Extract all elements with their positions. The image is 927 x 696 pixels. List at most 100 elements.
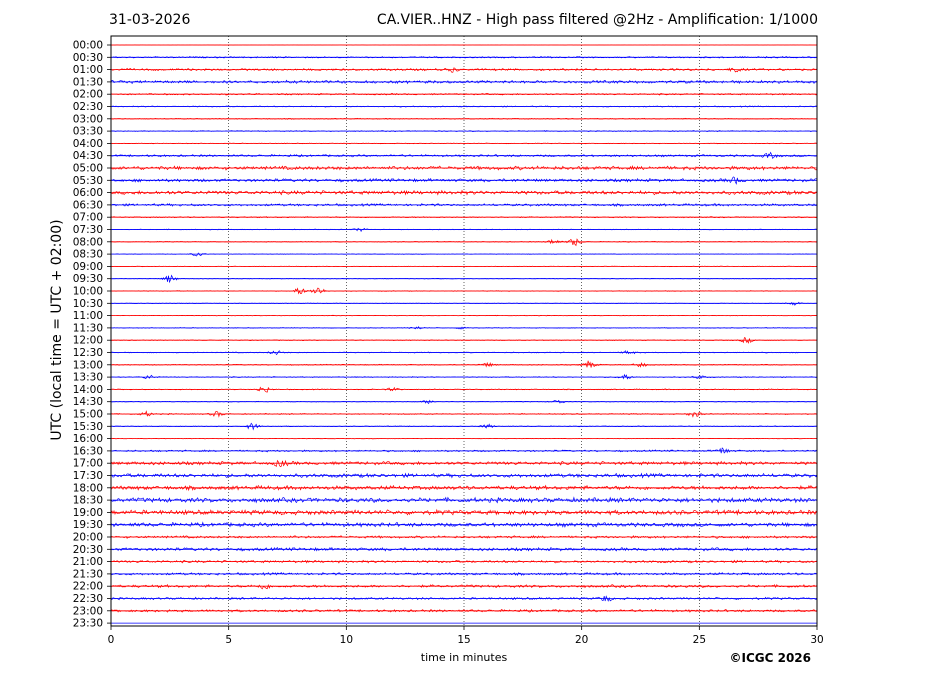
y-tick-label: 13:00 [73,359,103,371]
trace-row-1300 [110,360,818,368]
trace-row-1630 [110,447,818,454]
trace-row-1130 [110,326,818,330]
x-axis-label: time in minutes [420,651,508,664]
grid-lines [228,36,700,626]
trace-row-0300 [110,117,818,120]
y-tick-label: 00:00 [73,40,103,52]
trace-row-2300 [110,608,818,613]
y-tick-label: 17:00 [73,458,103,470]
y-tick-label: 11:00 [73,310,103,322]
trace-row-1500 [111,410,818,418]
y-tick-label: 00:30 [73,52,103,64]
trace-row-0330 [110,130,818,133]
copyright-credit: ©ICGC 2026 [729,651,811,665]
trace-row-2230 [110,595,818,602]
trace-row-2000 [110,534,818,539]
y-tick-label: 21:30 [73,568,103,580]
trace-row-0630 [110,202,818,208]
y-tick-label: 07:30 [73,224,103,236]
x-tick-label: 5 [225,634,232,646]
y-tick-label: 06:00 [73,187,103,199]
y-tick-label: 10:30 [73,298,103,310]
y-tick-label: 04:00 [73,138,103,150]
trace-row-1700 [110,459,818,468]
trace-row-0500 [110,165,818,171]
trace-row-0530 [110,176,818,185]
x-tick-label: 0 [108,634,115,646]
date-label: 31-03-2026 [109,12,191,28]
y-tick-label: 02:00 [73,89,103,101]
y-tick-label: 07:00 [73,212,103,224]
trace-row-0830 [110,252,818,257]
y-tick-label: 08:30 [73,249,103,261]
y-tick-label: 14:30 [73,396,103,408]
trace-row-0900 [110,265,818,268]
trace-row-1000 [110,287,818,295]
y-tick-label: 01:30 [73,76,103,88]
y-tick-label: 12:00 [73,335,103,347]
y-tick-label: 09:00 [73,261,103,273]
trace-row-1830 [110,496,818,504]
x-tick-label: 15 [457,634,470,646]
trace-row-0200 [110,92,818,96]
trace-row-1100 [110,314,818,317]
y-tick-label: 16:30 [73,445,103,457]
y-tick-label: 03:30 [73,126,103,138]
y-tick-label: 14:00 [73,384,103,396]
trace-row-1030 [110,301,818,306]
y-tick-label: 13:30 [73,372,103,384]
y-tick-label: 19:30 [73,519,103,531]
y-tick-label: 21:00 [73,556,103,568]
trace-row-0930 [110,274,818,284]
trace-row-1600 [110,437,818,440]
trace-row-1530 [110,422,818,431]
y-tick-label: 09:30 [73,273,103,285]
trace-row-2030 [110,546,818,552]
y-tick-label: 15:30 [73,421,103,433]
trace-row-1400 [110,386,818,393]
y-tick-label: 08:00 [73,236,103,248]
y-tick-label: 18:30 [73,495,103,507]
y-tick-label: 20:00 [73,532,103,544]
trace-row-0400 [110,142,818,145]
y-tick-label: 23:00 [73,605,103,617]
y-tick-label: 05:30 [73,175,103,187]
trace-row-1330 [110,373,818,380]
y-tick-label: 15:00 [73,409,103,421]
y-tick-label: 05:00 [73,163,103,175]
trace-row-0430 [110,151,818,160]
trace-row-1800 [110,484,818,492]
y-tick-label: 12:30 [73,347,103,359]
y-tick-label: 03:00 [73,113,103,125]
trace-row-0100 [110,67,818,73]
y-tick-label: 16:00 [73,433,103,445]
chart-title: CA.VIER..HNZ - High pass filtered @2Hz -… [376,12,818,28]
y-tick-label: 04:30 [73,150,103,162]
trace-row-1730 [110,472,818,479]
y-tick-label: 02:30 [73,101,103,113]
x-tick-label: 30 [810,634,823,646]
y-tick-label: 10:00 [73,286,103,298]
trace-row-1430 [110,399,818,405]
y-tick-label: 18:00 [73,482,103,494]
trace-row-2100 [110,559,818,564]
y-axis-ticks: 00:0000:3001:0001:3002:0002:3003:0003:30… [73,40,111,630]
x-tick-label: 25 [693,634,706,646]
x-tick-label: 20 [575,634,588,646]
trace-row-0700 [110,216,818,219]
y-tick-label: 22:30 [73,593,103,605]
trace-row-1930 [110,521,818,528]
y-tick-label: 23:30 [73,618,103,630]
trace-row-2200 [110,583,818,590]
y-tick-label: 22:00 [73,581,103,593]
y-tick-label: 17:30 [73,470,103,482]
trace-row-2130 [110,571,818,576]
trace-row-1230 [110,350,818,356]
trace-row-0600 [110,189,818,196]
trace-row-1200 [110,337,818,344]
y-tick-label: 19:00 [73,507,103,519]
x-tick-label: 10 [340,634,353,646]
y-tick-label: 01:00 [73,64,103,76]
trace-row-0800 [110,238,818,247]
